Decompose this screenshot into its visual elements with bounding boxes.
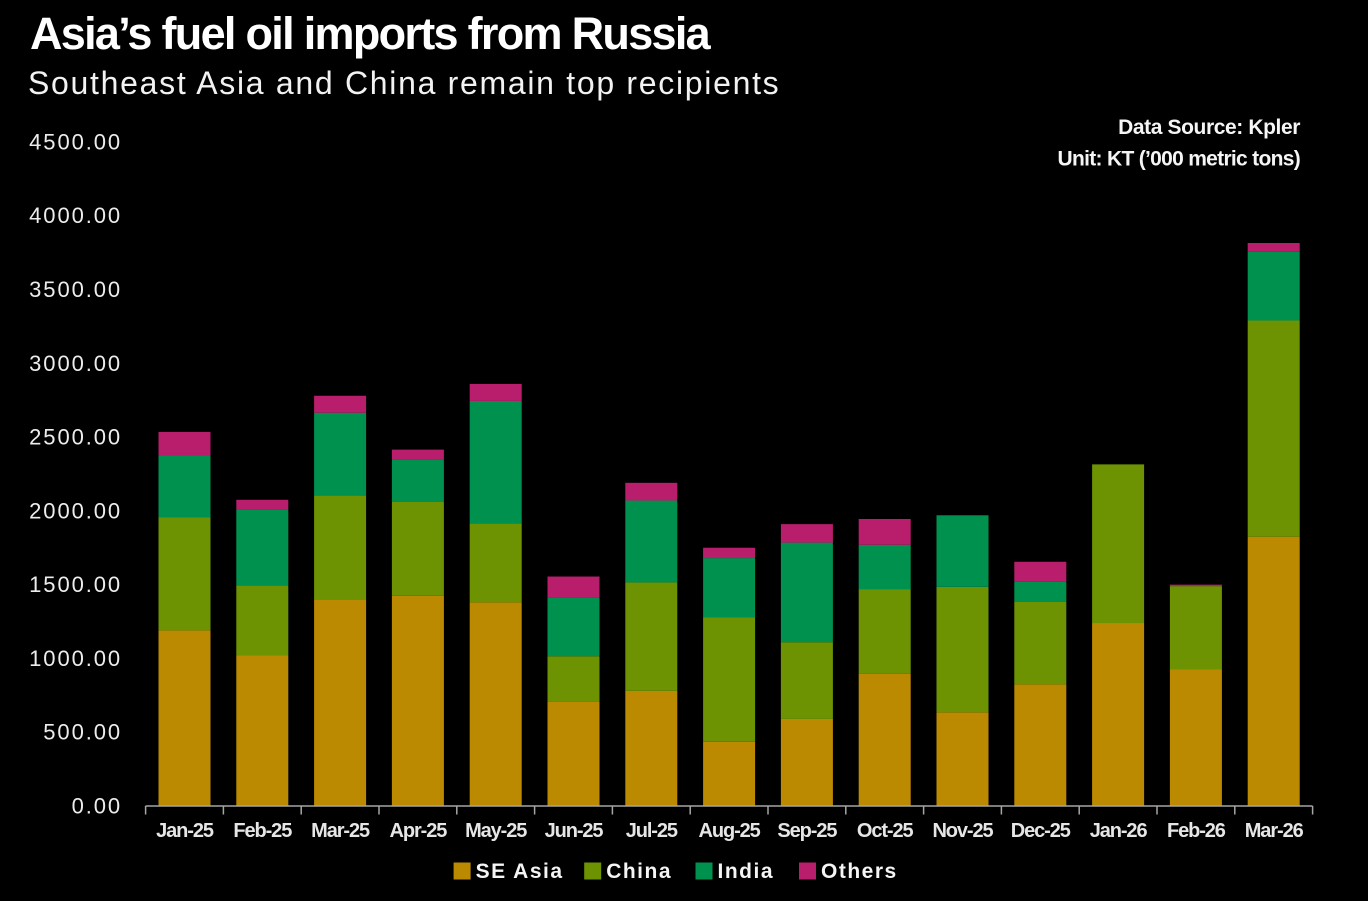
svg-text:May-25: May-25 (465, 820, 527, 842)
svg-text:4000.00: 4000.00 (29, 203, 122, 228)
svg-text:Jul-25: Jul-25 (626, 820, 678, 842)
svg-text:2500.00: 2500.00 (29, 425, 122, 450)
svg-text:Apr-25: Apr-25 (390, 820, 448, 842)
svg-text:0.00: 0.00 (72, 794, 122, 819)
svg-text:India: India (718, 860, 775, 883)
svg-text:Aug-25: Aug-25 (699, 820, 761, 842)
svg-text:1000.00: 1000.00 (29, 646, 122, 671)
svg-text:Sep-25: Sep-25 (777, 820, 837, 842)
svg-text:1500.00: 1500.00 (29, 572, 122, 597)
svg-text:2000.00: 2000.00 (29, 498, 122, 523)
svg-text:Others: Others (821, 860, 898, 883)
svg-text:Data Source: Kpler: Data Source: Kpler (1118, 116, 1300, 139)
svg-text:China: China (606, 860, 672, 883)
svg-text:Nov-25: Nov-25 (932, 820, 993, 842)
svg-text:SE Asia: SE Asia (476, 860, 564, 883)
svg-text:Jan-26: Jan-26 (1090, 820, 1148, 842)
svg-text:Feb-26: Feb-26 (1167, 820, 1226, 842)
svg-text:3000.00: 3000.00 (29, 351, 122, 376)
svg-text:Jun-25: Jun-25 (545, 820, 604, 842)
svg-text:Unit: KT (’000 metric tons): Unit: KT (’000 metric tons) (1058, 148, 1300, 171)
svg-text:Feb-25: Feb-25 (233, 820, 292, 842)
svg-text:Dec-25: Dec-25 (1011, 820, 1071, 842)
svg-text:Mar-26: Mar-26 (1245, 820, 1304, 842)
svg-text:4500.00: 4500.00 (29, 129, 122, 154)
svg-text:Mar-25: Mar-25 (311, 820, 370, 842)
svg-text:Jan-25: Jan-25 (156, 820, 214, 842)
svg-text:500.00: 500.00 (43, 720, 122, 745)
svg-text:Asia’s fuel oil imports from R: Asia’s fuel oil imports from Russia (30, 8, 712, 59)
svg-text:3500.00: 3500.00 (29, 277, 122, 302)
svg-text:Southeast Asia and China remai: Southeast Asia and China remain top reci… (28, 65, 780, 101)
svg-text:Oct-25: Oct-25 (857, 820, 914, 842)
